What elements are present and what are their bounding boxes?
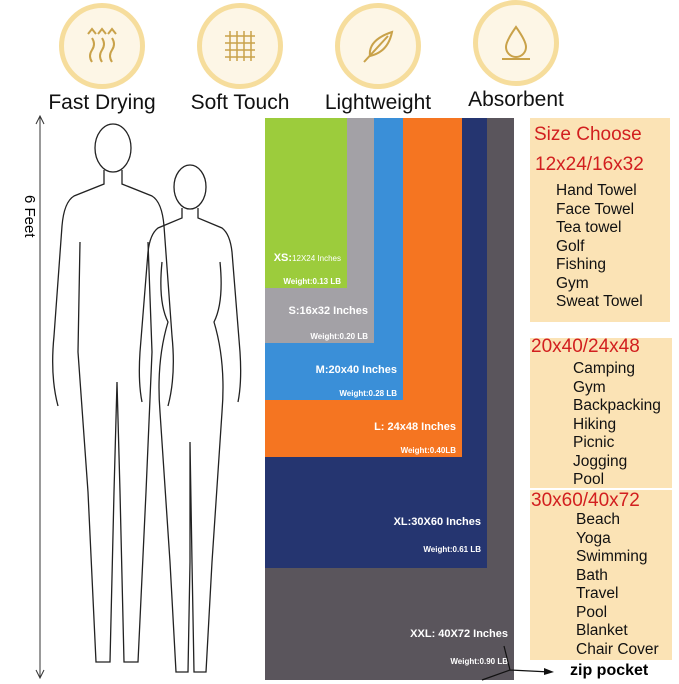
- female-figure-outline: [138, 164, 242, 673]
- group-items: Beach Yoga Swimming Bath Travel Pool Blanket Ch…: [576, 511, 659, 659]
- size-label: XXL: 40X72 Inches: [410, 628, 508, 640]
- zip-pocket-arrow: [481, 645, 554, 681]
- use-item: Pool: [573, 471, 605, 488]
- weight-label: Weight:0.13 LB: [283, 277, 341, 286]
- use-item: Golf: [556, 237, 585, 255]
- size-label: S:16x32 Inches: [288, 305, 369, 317]
- use-item: Travel: [576, 585, 619, 602]
- size-label: XL:30X60 Inches: [393, 516, 481, 528]
- feature-label: Soft Touch: [190, 91, 290, 114]
- weight-label: Weight:0.28 LB: [339, 389, 397, 398]
- size-choose-title: Size Choose: [534, 124, 642, 145]
- feature-fast-drying: Fast Drying: [32, 0, 172, 115]
- height-label: 6 Feet: [21, 195, 38, 238]
- size-panel-3: 30x60/40x72 Beach Yoga Swimming Bath Travel P…: [530, 490, 672, 660]
- feature-label: Absorbent: [468, 88, 564, 111]
- use-item: Yoga: [576, 529, 611, 547]
- use-item: Hand Towel: [556, 182, 637, 199]
- feather-icon: [363, 30, 394, 63]
- use-item: Fishing: [556, 256, 606, 273]
- use-item: Camping: [573, 360, 636, 377]
- weight-label: Weight:0.20 LB: [310, 332, 368, 341]
- use-item: Picnic: [573, 434, 615, 451]
- size-label: M:20x40 Inches: [315, 364, 397, 376]
- group-items: Hand Towel Face Towel Tea towel Golf Fishing…: [556, 182, 643, 312]
- mesh-grid-icon: [225, 31, 255, 61]
- group-title: 20x40/24x48: [531, 336, 640, 357]
- feature-soft-touch: Soft Touch: [170, 0, 310, 115]
- size-label: L: 24x48 Inches: [374, 421, 456, 433]
- use-item: Bath: [576, 566, 608, 584]
- male-figure-outline: [52, 123, 174, 663]
- use-item: Jogging: [573, 452, 628, 470]
- use-item: Face Towel: [556, 200, 635, 218]
- feature-absorbent: Absorbent: [446, 0, 586, 112]
- group-title: 12x24/16x32: [535, 154, 644, 175]
- weight-label: Weight:0.40LB: [400, 446, 456, 455]
- feature-label: Fast Drying: [48, 91, 156, 114]
- use-item: Tea towel: [556, 219, 622, 236]
- use-item: Hiking: [573, 415, 617, 433]
- use-item: Blanket: [576, 622, 628, 639]
- size-label: XS:12X24 Inches: [273, 252, 341, 264]
- size-panel-2: 20x40/24x48 Camping Gym Backpacking Hiking P…: [530, 336, 672, 490]
- use-item: Beach: [576, 511, 620, 528]
- zip-pocket-label: zip pocket: [570, 662, 649, 679]
- weight-label: Weight:0.61 LB: [423, 545, 481, 554]
- size-block-xs: XS:12X24 Inches Weight:0.13 LB: [265, 118, 347, 288]
- size-panel-1: Size Choose 12x24/16x32 Hand Towel Face T…: [530, 118, 670, 322]
- use-item: Gym: [573, 378, 606, 396]
- group-items: Camping Gym Backpacking Hiking Picnic Jogging…: [573, 360, 661, 490]
- water-drop-icon: [502, 25, 530, 60]
- group-title: 30x60/40x72: [531, 490, 640, 511]
- use-item: Backpacking: [573, 397, 661, 414]
- feature-lightweight: Lightweight: [308, 0, 448, 115]
- use-item: Chair Cover: [576, 640, 659, 658]
- heat-waves-icon: [87, 27, 117, 63]
- use-item: Gym: [556, 274, 589, 292]
- human-silhouettes: [35, 114, 242, 680]
- use-item: Swimming: [576, 548, 648, 565]
- feature-label: Lightweight: [324, 91, 432, 114]
- use-item: Sweat Towel: [556, 293, 643, 310]
- weight-label: Weight:0.90 LB: [450, 657, 508, 666]
- use-item: Pool: [576, 603, 608, 621]
